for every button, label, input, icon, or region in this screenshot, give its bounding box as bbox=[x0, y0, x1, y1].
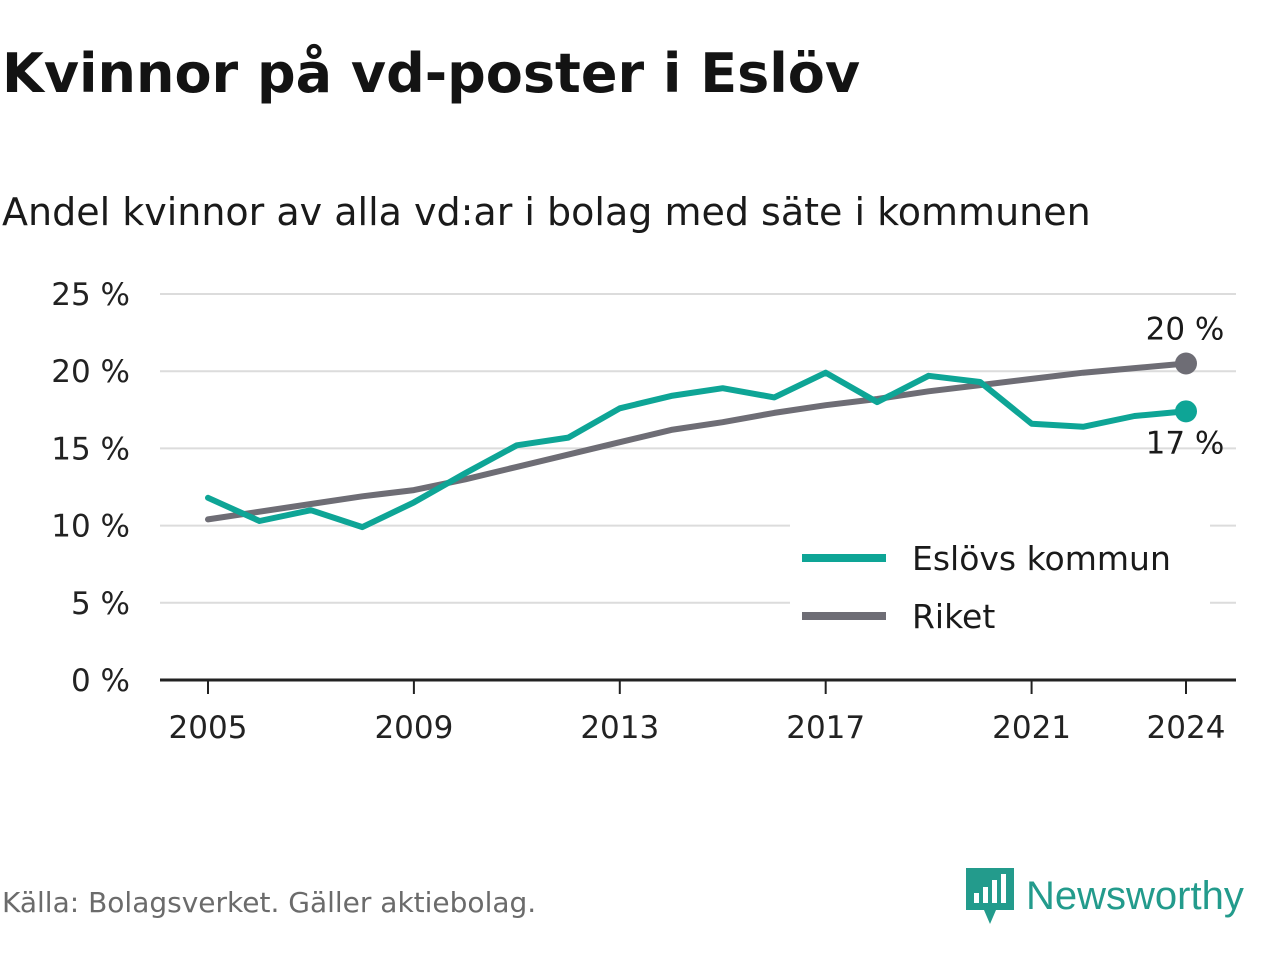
end-label-eslov: 17 % bbox=[1146, 425, 1225, 461]
y-tick-label: 10 % bbox=[51, 509, 130, 545]
source-note: Källa: Bolagsverket. Gäller aktiebolag. bbox=[2, 886, 537, 919]
newsworthy-logo-icon bbox=[966, 868, 1014, 924]
chart-subtitle: Andel kvinnor av alla vd:ar i bolag med … bbox=[2, 190, 1091, 234]
series-layer bbox=[205, 352, 1197, 531]
brand-name: Newsworthy bbox=[1026, 873, 1244, 918]
legend-label-eslov: Eslövs kommun bbox=[912, 539, 1171, 578]
axis-layer: 0 % 5 % 10 % 15 % 20 % 25 % 2005 2009 2013 2017 20… bbox=[51, 277, 1236, 746]
x-tick-label: 2024 bbox=[1147, 710, 1226, 746]
end-point-eslov bbox=[1175, 400, 1197, 423]
end-label-riket: 20 % bbox=[1146, 311, 1225, 347]
y-tick-label: 20 % bbox=[51, 354, 130, 390]
legend-background bbox=[790, 524, 1210, 644]
legend-label-riket: Riket bbox=[912, 597, 995, 636]
x-tick-label: 2005 bbox=[169, 710, 248, 746]
x-tick-label: 2017 bbox=[786, 710, 865, 746]
end-point-riket bbox=[1175, 352, 1197, 375]
x-tick-label: 2021 bbox=[992, 710, 1071, 746]
y-tick-label: 0 % bbox=[71, 663, 130, 699]
series-line-riket bbox=[205, 360, 1189, 523]
y-tick-label: 5 % bbox=[71, 586, 130, 622]
x-tick-label: 2009 bbox=[374, 710, 453, 746]
line-chart: 0 % 5 % 10 % 15 % 20 % 25 % 2005 2009 2013 2017 20… bbox=[51, 277, 1236, 746]
label-layer: 20 % 17 % bbox=[1146, 311, 1225, 461]
brand-logo: Newsworthy bbox=[964, 864, 1244, 928]
y-tick-label: 15 % bbox=[51, 431, 130, 467]
y-tick-label: 25 % bbox=[51, 277, 130, 313]
series-line-eslov bbox=[205, 369, 1189, 531]
legend: Eslövs kommun Riket bbox=[790, 524, 1210, 644]
chart-title: Kvinnor på vd-poster i Eslöv bbox=[2, 42, 861, 105]
x-tick-label: 2013 bbox=[580, 710, 659, 746]
